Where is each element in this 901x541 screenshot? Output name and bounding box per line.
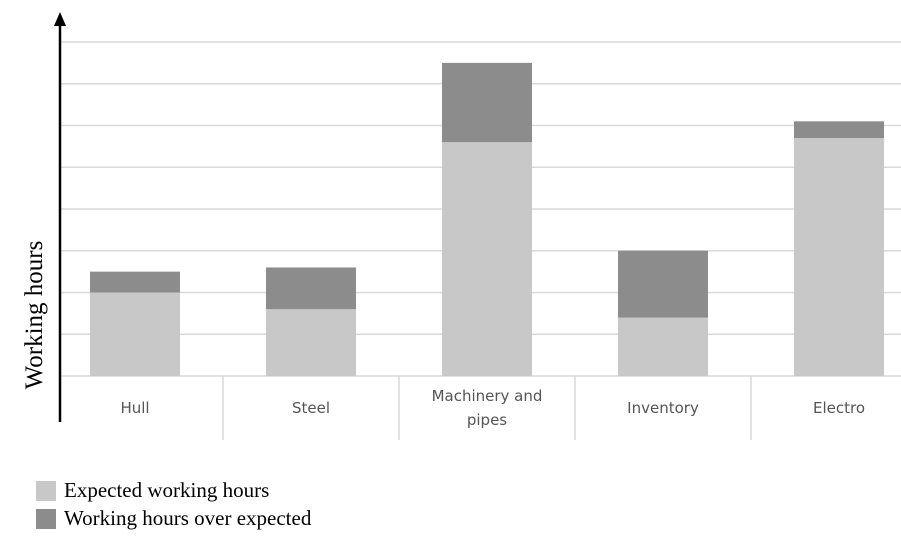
x-tick-label: Machinery and pipes: [431, 387, 543, 429]
bar-segment: [442, 142, 532, 376]
bar-segment: [794, 138, 884, 376]
bar-segment: [90, 271, 180, 293]
bar-segment: [90, 292, 180, 376]
bar-segment: [618, 317, 708, 376]
legend-swatch: [36, 508, 56, 529]
legend-label: Expected working hours: [64, 478, 270, 502]
y-axis-arrow: [54, 12, 66, 26]
bar-segment: [618, 250, 708, 318]
legend-item: Expected working hours: [36, 478, 269, 503]
bar-segment: [266, 309, 356, 376]
bar-segment: [794, 121, 884, 139]
y-axis-label: Working hours: [21, 241, 48, 390]
x-tick-label: Electro: [812, 399, 866, 417]
legend-swatch: [36, 480, 56, 501]
x-tick-label: Hull: [120, 399, 150, 417]
legend-label: Working hours over expected: [64, 506, 312, 530]
x-tick-label: Steel: [291, 399, 331, 417]
bar-segment: [266, 267, 356, 310]
bar-segment: [442, 62, 532, 143]
legend-item: Working hours over expected: [36, 506, 311, 531]
x-tick-label: Inventory: [627, 399, 699, 417]
